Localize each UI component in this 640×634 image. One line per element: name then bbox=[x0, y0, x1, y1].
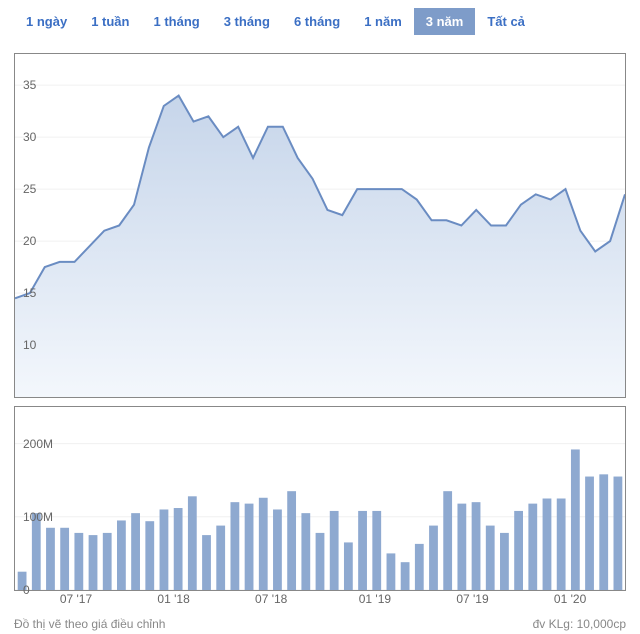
footer-right: đv KLg: 10,000cp bbox=[533, 617, 626, 631]
range-tab[interactable]: 1 tháng bbox=[141, 8, 211, 35]
y-tick-label: 0 bbox=[23, 583, 30, 597]
y-tick-label: 100M bbox=[23, 510, 53, 524]
y-tick-label: 20 bbox=[23, 234, 36, 248]
volume-chart: 0100M200M 07 '1701 '1807 '1801 '1907 '19… bbox=[14, 406, 626, 591]
range-tab[interactable]: 6 tháng bbox=[282, 8, 352, 35]
range-tabs: 1 ngày1 tuần1 tháng3 tháng6 tháng1 năm3 … bbox=[14, 8, 626, 35]
price-chart: 10 15 20 25 30 35 bbox=[14, 53, 626, 398]
y-tick-label: 25 bbox=[23, 182, 36, 196]
y-tick-label: 10 bbox=[23, 338, 36, 352]
x-tick-label: 07 '17 bbox=[60, 592, 92, 606]
range-tab[interactable]: 1 năm bbox=[352, 8, 414, 35]
x-tick-label: 01 '18 bbox=[157, 592, 189, 606]
y-tick-label: 35 bbox=[23, 78, 36, 92]
y-tick-label: 30 bbox=[23, 130, 36, 144]
chart-footer: Đồ thị vẽ theo giá điều chỉnh đv KLg: 10… bbox=[14, 617, 626, 631]
range-tab[interactable]: 3 tháng bbox=[212, 8, 282, 35]
y-tick-label: 15 bbox=[23, 286, 36, 300]
range-tab[interactable]: 1 tuần bbox=[79, 8, 141, 35]
x-tick-label: 01 '20 bbox=[554, 592, 586, 606]
x-tick-label: 01 '19 bbox=[359, 592, 391, 606]
range-tab[interactable]: Tất cả bbox=[475, 8, 537, 35]
y-tick-label: 200M bbox=[23, 437, 53, 451]
x-tick-label: 07 '18 bbox=[255, 592, 287, 606]
footer-left: Đồ thị vẽ theo giá điều chỉnh bbox=[14, 617, 165, 631]
range-tab[interactable]: 1 ngày bbox=[14, 8, 79, 35]
range-tab[interactable]: 3 năm bbox=[414, 8, 476, 35]
x-tick-label: 07 '19 bbox=[456, 592, 488, 606]
